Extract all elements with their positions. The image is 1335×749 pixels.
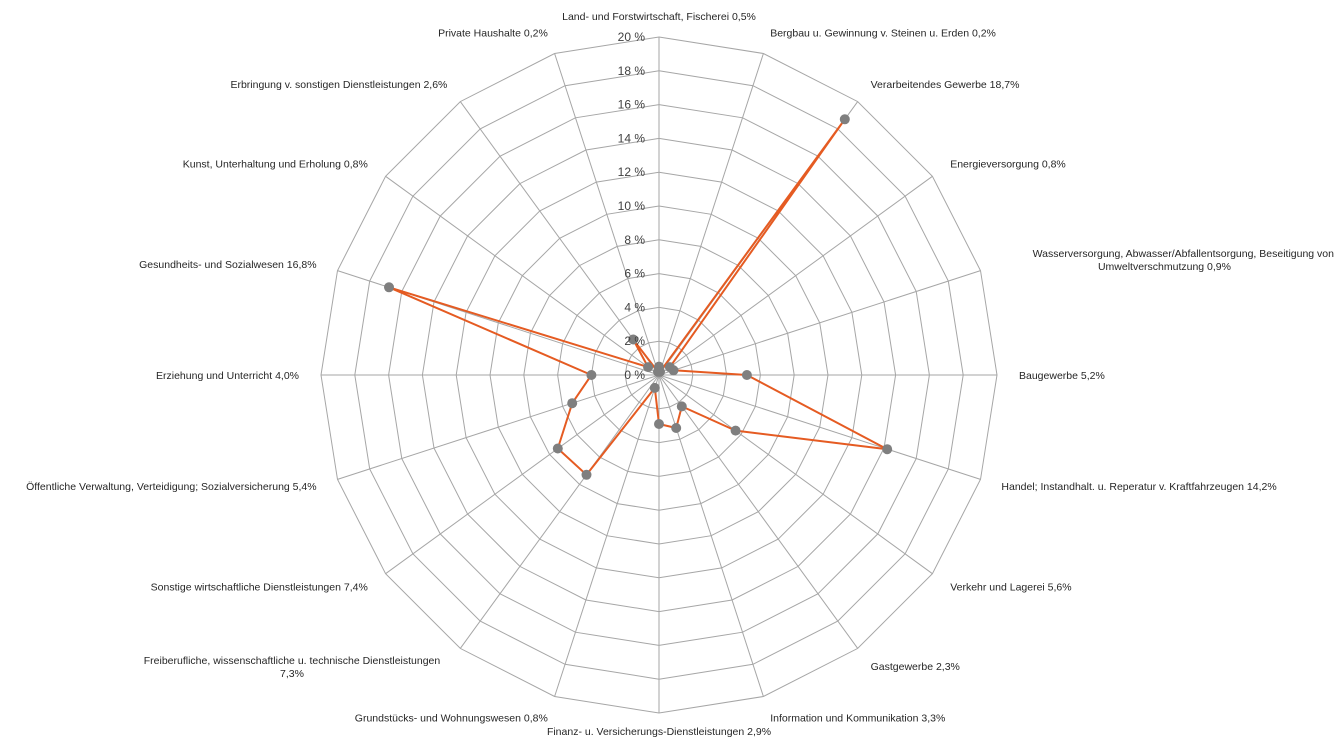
tick-label: 20 % bbox=[618, 30, 646, 44]
data-point bbox=[552, 443, 563, 454]
category-label: Private Haushalte 0,2% bbox=[438, 28, 548, 40]
category-label: Energieversorgung 0,8% bbox=[950, 158, 1066, 170]
category-label: Wasserversorgung, Abwasser/Abfallentsorg… bbox=[1033, 248, 1335, 273]
data-point bbox=[839, 114, 850, 125]
data-point bbox=[567, 398, 578, 409]
axis-spoke bbox=[658, 374, 764, 697]
axis-spoke bbox=[658, 53, 764, 376]
axis-spoke bbox=[658, 374, 981, 480]
data-point bbox=[668, 365, 679, 376]
category-label: Erziehung und Unterricht 4,0% bbox=[156, 370, 299, 382]
points-layer bbox=[384, 114, 893, 480]
data-point bbox=[654, 419, 664, 429]
data-point bbox=[676, 401, 687, 412]
category-label: Baugewerbe 5,2% bbox=[1019, 370, 1105, 382]
data-point bbox=[653, 366, 663, 377]
axis-spoke bbox=[385, 175, 660, 376]
category-label: Gesundheits- und Sozialwesen 16,8% bbox=[139, 259, 316, 271]
axis-spoke bbox=[385, 374, 660, 575]
axis-spoke bbox=[658, 374, 859, 649]
tick-label: 2 % bbox=[624, 334, 645, 348]
data-point bbox=[741, 370, 752, 380]
axis-spoke bbox=[337, 374, 660, 480]
category-label: Handel; Instandhalt. u. Reperatur v. Kra… bbox=[1001, 481, 1276, 493]
data-point bbox=[882, 444, 893, 455]
data-point bbox=[586, 370, 597, 380]
tick-label: 4 % bbox=[624, 300, 645, 314]
category-label: Land- und Forstwirtschaft, Fischerei 0,5… bbox=[562, 11, 756, 23]
tick-label: 12 % bbox=[618, 165, 646, 179]
axis-spoke bbox=[554, 53, 660, 376]
data-point bbox=[643, 362, 654, 373]
tick-label: 10 % bbox=[618, 199, 646, 213]
data-point bbox=[671, 423, 682, 433]
tick-label: 14 % bbox=[618, 131, 646, 145]
category-label: Bergbau u. Gewinnung v. Steinen u. Erden… bbox=[770, 28, 996, 40]
category-label: Sonstige wirtschaftliche Dienstleistunge… bbox=[151, 582, 368, 594]
tick-label: 16 % bbox=[618, 98, 646, 112]
category-label: Information und Kommunikation 3,3% bbox=[770, 712, 945, 724]
axis-spoke bbox=[459, 374, 660, 649]
tick-label: 18 % bbox=[618, 64, 646, 78]
category-label: Grundstücks- und Wohnungswesen 0,8% bbox=[355, 712, 548, 724]
category-label: Öffentliche Verwaltung, Verteidigung; So… bbox=[26, 481, 316, 493]
axis-spoke bbox=[658, 270, 981, 376]
category-label: Kunst, Unterhaltung und Erholung 0,8% bbox=[183, 158, 368, 170]
data-point bbox=[384, 282, 394, 293]
data-point bbox=[581, 469, 592, 480]
category-label: Verkehr und Lagerei 5,6% bbox=[950, 582, 1071, 594]
category-label: Freiberufliche, wissenschaftliche u. tec… bbox=[144, 655, 441, 680]
data-point bbox=[649, 382, 660, 393]
axis-spoke bbox=[658, 374, 933, 575]
axis-spoke bbox=[554, 374, 660, 697]
data-point bbox=[730, 425, 741, 436]
axis-spoke bbox=[658, 175, 933, 376]
tick-label: 0 % bbox=[624, 368, 645, 382]
tick-labels: 0 % 2 % 4 % 6 % 8 % 10 % 12 % 14 % 16 % 18 % 20 % bbox=[618, 30, 646, 382]
tick-label: 8 % bbox=[624, 233, 645, 247]
category-labels: Land- und Forstwirtschaft, Fischerei 0,5… bbox=[26, 11, 1334, 738]
axis-spoke bbox=[459, 101, 660, 376]
data-point bbox=[628, 334, 639, 345]
tick-label: 6 % bbox=[624, 267, 645, 281]
category-label: Erbringung v. sonstigen Dienstleistungen… bbox=[230, 79, 447, 91]
category-label: Finanz- u. Versicherungs-Dienstleistunge… bbox=[547, 726, 771, 738]
category-label: Verarbeitendes Gewerbe 18,7% bbox=[871, 79, 1020, 91]
category-label: Gastgewerbe 2,3% bbox=[871, 661, 960, 673]
